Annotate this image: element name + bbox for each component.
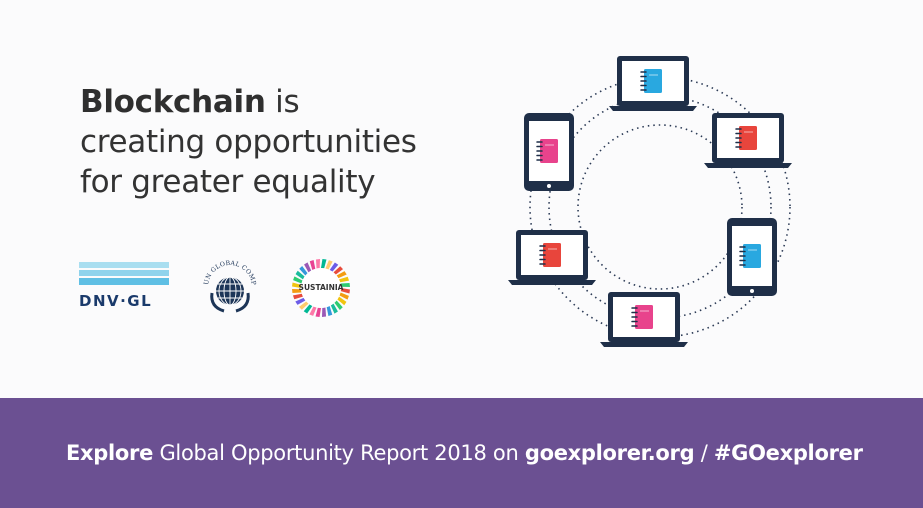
sustainia-petal	[292, 293, 303, 300]
dnv-gl-logo[interactable]: DNV·GL	[79, 262, 171, 310]
sustainia-petal	[309, 259, 316, 270]
laptop-icon	[609, 56, 697, 111]
sustainia-petal	[339, 276, 350, 283]
headline-line-1-rest: is	[265, 84, 300, 120]
sustainia-petal	[299, 265, 308, 276]
sustainia-logo[interactable]: SUSTAINIA	[289, 257, 353, 319]
dnv-stripe	[79, 270, 169, 276]
sustainia-petal	[326, 306, 333, 317]
banner-explore: Explore	[66, 441, 154, 465]
tablet-icon	[727, 218, 777, 296]
laptop-icon	[600, 292, 688, 347]
banner-separator: /	[694, 441, 714, 465]
sustainia-petal	[329, 262, 339, 272]
sustainia-petal	[295, 297, 306, 305]
notebook-icon	[640, 69, 662, 93]
sustainia-petal	[334, 300, 343, 311]
laptop-icon	[508, 230, 596, 285]
sustainia-petal	[336, 271, 347, 279]
sustainia-petal	[340, 288, 350, 294]
tablet-icon	[524, 113, 574, 191]
dnv-stripe	[79, 262, 169, 268]
footer-banner: Explore Global Opportunity Report 2018 o…	[0, 398, 923, 508]
sustainia-petal	[304, 262, 312, 273]
sustainia-petal	[292, 282, 302, 288]
sustainia-petal	[337, 296, 347, 306]
headline: Blockchain is creating opportunities for…	[80, 82, 417, 202]
sustainia-petal	[295, 270, 305, 280]
sustainia-petal	[340, 282, 350, 288]
sustainia-petal	[309, 306, 317, 316]
notebook-icon	[536, 139, 558, 163]
sustainia-petal	[298, 301, 309, 310]
dnv-gl-wordmark: DNV·GL	[79, 292, 153, 310]
sustainia-petal	[303, 304, 313, 314]
sustainia-petal	[330, 303, 338, 314]
sustainia-petal	[333, 266, 344, 275]
notebook-icon	[735, 126, 757, 150]
headline-line-2: creating opportunities	[80, 124, 417, 160]
notebook-icon	[739, 244, 761, 268]
un-global-compact-logo[interactable]: UN GLOBAL COMPACT	[195, 248, 262, 317]
banner-hashtag[interactable]: #GOexplorer	[713, 441, 863, 465]
notebook-icon	[539, 243, 561, 267]
sustainia-wordmark: SUSTAINIA	[298, 283, 344, 292]
sustainia-ring-icon	[292, 259, 350, 317]
banner-report-text: Global Opportunity Report 2018 on	[153, 441, 525, 465]
banner-text: Explore Global Opportunity Report 2018 o…	[66, 441, 863, 465]
headline-line-1: Blockchain is	[80, 82, 417, 122]
device-network-illustration	[508, 56, 792, 347]
notebook-icon	[631, 305, 653, 329]
sustainia-petal	[325, 260, 333, 270]
headline-bold: Blockchain	[80, 84, 266, 120]
globe-icon: UN GLOBAL COMPACT	[195, 248, 257, 313]
sustainia-petal	[293, 276, 303, 284]
sustainia-petal	[321, 259, 327, 269]
dnv-stripe	[79, 278, 169, 285]
sustainia-petal	[315, 259, 321, 269]
banner-site-link[interactable]: goexplorer.org	[524, 441, 695, 465]
sustainia-petal	[315, 307, 321, 317]
sustainia-petal	[321, 307, 327, 317]
sustainia-petal	[339, 292, 349, 300]
headline-line-3: for greater equality	[80, 164, 376, 200]
sustainia-petal	[292, 288, 302, 294]
laptop-icon	[704, 113, 792, 168]
